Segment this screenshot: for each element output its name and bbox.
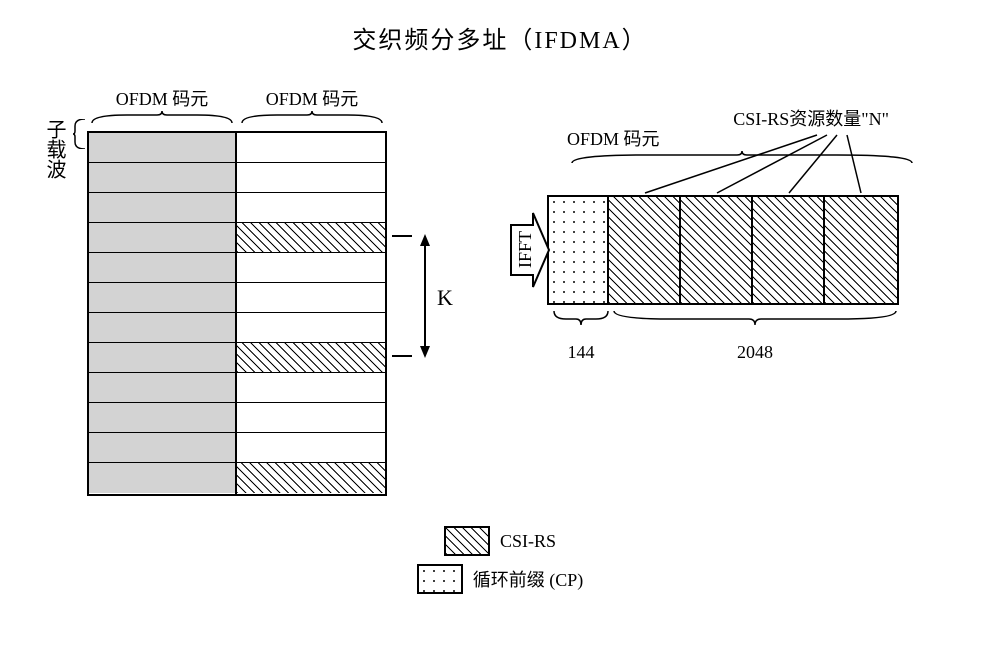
- time-block: [753, 197, 825, 303]
- k-arrow: K: [387, 131, 447, 496]
- grid-col-2: [237, 131, 387, 496]
- grid-cell: [89, 133, 235, 163]
- col-labels: OFDM 码元 OFDM 码元: [87, 85, 447, 131]
- col2-label: OFDM 码元: [237, 85, 387, 131]
- legend: CSI-RS 循环前缀 (CP): [20, 526, 980, 594]
- data-brace-col: 2048: [611, 311, 899, 363]
- grid-cell: [237, 463, 385, 493]
- freq-grid-group: 子载波 OFDM 码元 OFDM 码元: [40, 85, 447, 496]
- legend-row: 循环前缀 (CP): [417, 564, 584, 594]
- time-domain-group: CSI-RS资源数量"N" OFDM 码元 IFFT 144: [507, 135, 899, 363]
- grid-cell: [237, 223, 385, 253]
- col1-label-text: OFDM 码元: [116, 89, 209, 109]
- grid-cell: [237, 433, 385, 463]
- grid-cell: [89, 163, 235, 193]
- right-row: IFFT: [507, 195, 899, 305]
- time-blocks: [547, 195, 899, 305]
- under-braces: 144 2048: [551, 311, 899, 363]
- data-num: 2048: [611, 342, 899, 363]
- time-block: [549, 197, 609, 303]
- grid-area: K: [87, 131, 447, 496]
- grid-cell: [237, 343, 385, 373]
- page-title: 交织频分多址（IFDMA）: [20, 20, 980, 55]
- grid-cell: [237, 253, 385, 283]
- k-label: K: [437, 285, 453, 311]
- col2-label-text: OFDM 码元: [266, 89, 359, 109]
- col1-label: OFDM 码元: [87, 85, 237, 131]
- grid-cell: [89, 223, 235, 253]
- grid-cell: [237, 373, 385, 403]
- grid-cell: [89, 463, 235, 493]
- legend-box-dots: [417, 564, 463, 594]
- grid-cell: [89, 433, 235, 463]
- cp-brace-col: 144: [551, 311, 611, 363]
- grid-cell: [89, 343, 235, 373]
- grid-cell: [89, 373, 235, 403]
- grid-cell: [237, 193, 385, 223]
- ifft-arrow-icon: IFFT: [507, 195, 547, 305]
- grid-cell: [89, 403, 235, 433]
- grid-cell: [237, 313, 385, 343]
- grid-cell: [89, 253, 235, 283]
- grid-cell: [237, 163, 385, 193]
- grid-cell: [89, 313, 235, 343]
- time-block: [681, 197, 753, 303]
- grid-cell: [237, 283, 385, 313]
- legend-row: CSI-RS: [444, 526, 556, 556]
- grid-cell: [89, 193, 235, 223]
- legend-box-hatch: [444, 526, 490, 556]
- ifft-label: IFFT: [515, 231, 536, 268]
- time-block: [825, 197, 897, 303]
- subcarrier-label: 子载波: [40, 119, 69, 179]
- grid-cell: [237, 403, 385, 433]
- grid-cell: [89, 283, 235, 313]
- grid-col-1: [87, 131, 237, 496]
- main-row: 子载波 OFDM 码元 OFDM 码元: [20, 85, 980, 496]
- legend-csi-rs: CSI-RS: [500, 531, 556, 552]
- time-block: [609, 197, 681, 303]
- legend-cp: 循环前缀 (CP): [473, 566, 584, 592]
- grid-cell: [237, 133, 385, 163]
- subcarrier-brace: [73, 119, 87, 149]
- cp-num: 144: [551, 342, 611, 363]
- grid-wrap: OFDM 码元 OFDM 码元: [87, 85, 447, 496]
